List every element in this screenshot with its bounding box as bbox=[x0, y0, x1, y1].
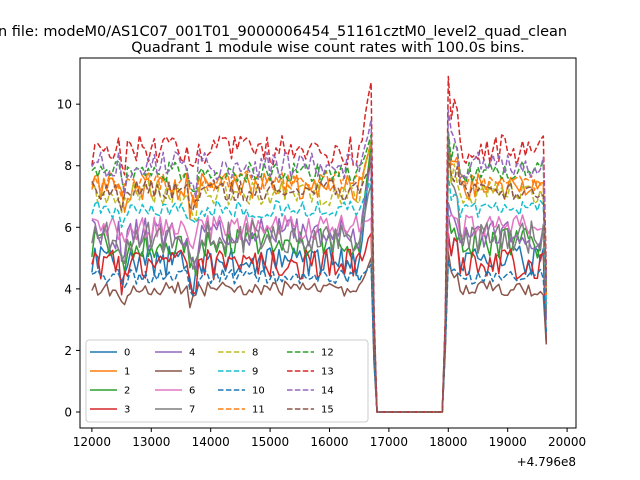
legend-label-4: 4 bbox=[189, 348, 195, 359]
x-tick-label: 15000 bbox=[251, 435, 289, 449]
x-axis: 12000 13000 14000 15000 16000 17000 18000 19000… bbox=[73, 428, 586, 449]
legend-label-13: 13 bbox=[321, 367, 334, 378]
series-line-15 bbox=[91, 152, 548, 413]
legend-label-6: 6 bbox=[189, 386, 195, 397]
plot-area bbox=[91, 75, 548, 413]
legend-label-3: 3 bbox=[124, 405, 130, 416]
x-tick-label: 17000 bbox=[370, 435, 408, 449]
series-line-7 bbox=[91, 131, 548, 413]
legend-label-2: 2 bbox=[124, 386, 130, 397]
series-line-1 bbox=[91, 140, 548, 413]
legend-label-14: 14 bbox=[321, 386, 334, 397]
y-tick-label: 10 bbox=[57, 98, 72, 112]
y-tick-label: 4 bbox=[64, 282, 72, 296]
legend-label-7: 7 bbox=[189, 405, 195, 416]
series-line-14 bbox=[91, 109, 548, 413]
legend-label-15: 15 bbox=[321, 405, 334, 416]
legend-box bbox=[85, 339, 369, 423]
series-line-6 bbox=[91, 213, 548, 413]
legend-label-11: 11 bbox=[252, 405, 265, 416]
legend-label-8: 8 bbox=[252, 348, 258, 359]
x-axis-offset-label: +4.796e8 bbox=[517, 455, 576, 469]
x-tick-label: 13000 bbox=[132, 435, 170, 449]
y-tick-label: 2 bbox=[64, 344, 72, 358]
series-line-3 bbox=[91, 232, 548, 413]
x-tick-label: 18000 bbox=[429, 435, 467, 449]
legend-label-9: 9 bbox=[252, 367, 258, 378]
x-tick-label: 12000 bbox=[73, 435, 111, 449]
x-tick-label: 14000 bbox=[192, 435, 230, 449]
x-tick-label: 16000 bbox=[310, 435, 348, 449]
legend-label-10: 10 bbox=[252, 386, 265, 397]
axes-frame bbox=[79, 57, 577, 429]
y-tick-label: 6 bbox=[64, 221, 72, 235]
x-tick-label: 19000 bbox=[489, 435, 527, 449]
legend-label-12: 12 bbox=[321, 348, 334, 359]
series-line-5 bbox=[91, 251, 548, 413]
series-line-10 bbox=[91, 260, 548, 413]
figure-suptitle: n file: modeM0/AS1C07_001T01_9000006454_… bbox=[0, 24, 567, 40]
y-axis: 0 2 4 6 8 10 bbox=[57, 98, 80, 419]
legend-label-1: 1 bbox=[124, 367, 130, 378]
legend-label-5: 5 bbox=[189, 367, 195, 378]
y-tick-label: 0 bbox=[64, 405, 72, 419]
y-tick-label: 8 bbox=[64, 159, 72, 173]
series-line-13 bbox=[91, 75, 548, 413]
x-tick-label: 20000 bbox=[548, 435, 586, 449]
chart-title: Quadrant 1 module wise count rates with … bbox=[131, 40, 525, 56]
series-line-9 bbox=[91, 174, 548, 413]
legend-label-0: 0 bbox=[124, 348, 130, 359]
